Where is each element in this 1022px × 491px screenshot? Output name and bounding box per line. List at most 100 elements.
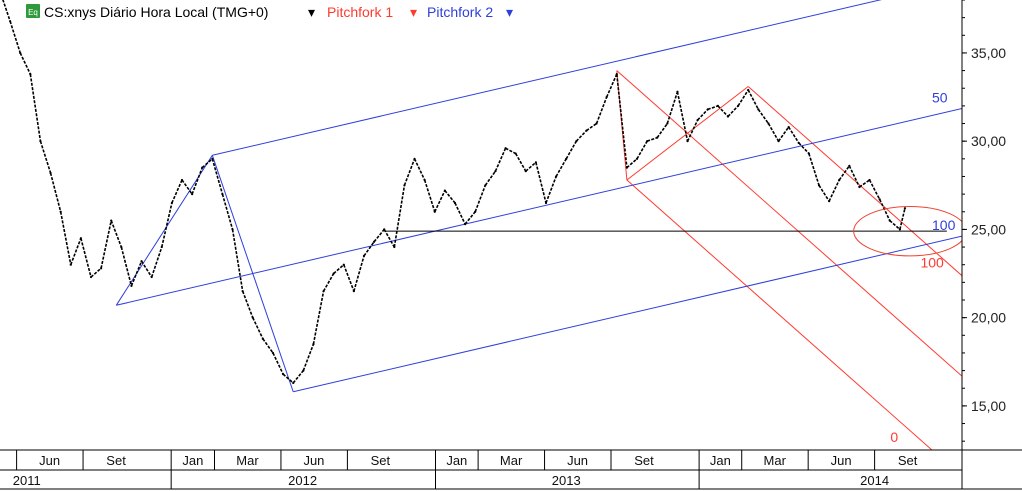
price-segment [595, 96, 608, 124]
price-segment [302, 343, 315, 371]
price-point [514, 152, 517, 155]
price-point [726, 115, 730, 118]
pitchfork2-level-label: 50 [932, 89, 948, 105]
x-month-label: Jun [303, 453, 324, 468]
price-point [858, 185, 861, 189]
pitchfork2 [115, 0, 962, 393]
price-segment [140, 260, 153, 278]
price-segment [272, 352, 284, 375]
price-segment [727, 105, 739, 118]
price-segment [798, 142, 810, 155]
price-segment [130, 260, 143, 287]
symbol-badge-label: Eq [28, 8, 38, 17]
pitchfork2-dropdown-arrow-icon[interactable]: ▾ [506, 4, 513, 20]
price-segment [828, 179, 840, 202]
price-point [747, 88, 750, 92]
price-point [555, 175, 558, 178]
price-segment [110, 220, 123, 248]
price-segment [434, 190, 446, 213]
price-point [211, 157, 214, 160]
price-point [19, 51, 22, 55]
pitchforks-layer [115, 0, 962, 450]
price-point [69, 263, 72, 266]
price-segment [676, 91, 689, 142]
price-segment [363, 241, 375, 257]
price-segment [848, 165, 861, 188]
y-tick-label: 35,00 [971, 45, 1006, 61]
overlays-layer: 0100050100 [384, 89, 967, 445]
price-point [383, 228, 386, 231]
price-segment [221, 193, 234, 230]
price-segment [282, 373, 294, 384]
price-point [868, 178, 871, 182]
price-point [453, 201, 457, 205]
price-segment [9, 20, 21, 54]
x-month-label: Jan [182, 453, 203, 468]
price-segment [666, 91, 679, 124]
price-segment [889, 219, 901, 231]
price-segment [575, 130, 588, 142]
x-month-label: Set [371, 453, 391, 468]
chart-header: Eq CS:xnys Diário Hora Local (TMG+0) ▾ P… [26, 4, 513, 20]
price-point [696, 118, 699, 122]
price-point [504, 147, 507, 150]
price-segment [636, 140, 648, 160]
price-point [787, 125, 790, 129]
pitchfork2-level-label: 100 [932, 217, 956, 233]
price-segment [383, 229, 396, 248]
price-point [241, 290, 244, 293]
price-segment [252, 317, 264, 340]
price-point [656, 136, 659, 139]
y-tick-label: 30,00 [971, 133, 1006, 149]
price-segment [403, 158, 416, 186]
y-axis-panel [962, 0, 1022, 491]
pitchfork1-level-label: 0 [890, 429, 898, 445]
price-segment [413, 158, 426, 181]
price-point [49, 171, 52, 175]
price-segment [312, 291, 325, 345]
price-point [686, 140, 689, 143]
price-segment [474, 185, 487, 213]
price-segment [818, 184, 830, 202]
price-segment [737, 89, 749, 107]
price-point [29, 73, 32, 76]
price-segment [484, 170, 497, 186]
x-month-label: Jun [39, 453, 60, 468]
price-point [575, 140, 578, 143]
price-point [605, 95, 608, 99]
pitchfork1-dropdown-arrow-icon[interactable]: ▾ [410, 4, 417, 20]
title-dropdown-arrow-icon[interactable]: ▾ [308, 4, 315, 20]
price-point [423, 178, 426, 182]
price-point [100, 267, 103, 270]
price-segment [181, 179, 193, 195]
price-point [706, 108, 709, 111]
price-segment [59, 211, 72, 265]
x-month-label: Jan [446, 453, 467, 468]
price-segment [767, 123, 780, 142]
price-point [807, 152, 810, 155]
pitchfork1-legend-label[interactable]: Pitchfork 1 [327, 4, 393, 20]
symbol-badge[interactable] [26, 4, 40, 18]
price-segment [393, 185, 406, 248]
x-year-label: 2011 [13, 473, 41, 488]
price-point [130, 284, 133, 287]
price-point [373, 240, 376, 243]
price-point [352, 290, 355, 293]
price-point [443, 189, 446, 192]
price-segment [231, 229, 244, 292]
price-segment [707, 105, 719, 111]
price-segment [787, 126, 800, 144]
price-segment [747, 89, 760, 110]
price-point [777, 140, 780, 143]
pitchfork2-legend-label[interactable]: Pitchfork 2 [427, 4, 493, 20]
y-tick-label: 15,00 [971, 398, 1006, 414]
price-segment [878, 199, 891, 221]
price-point [302, 369, 305, 372]
price-point [362, 254, 366, 257]
price-point [282, 373, 285, 376]
price-point [635, 157, 639, 160]
price-segment [626, 158, 638, 169]
